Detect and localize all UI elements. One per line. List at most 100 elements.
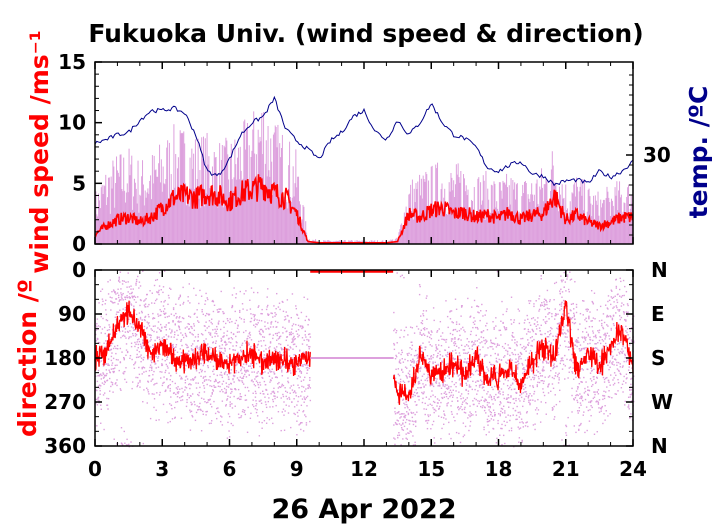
direction-sample	[268, 347, 270, 349]
direction-sample	[506, 397, 508, 399]
direction-sample	[473, 352, 476, 354]
direction-sample	[269, 345, 271, 348]
direction-sample	[616, 343, 619, 345]
direction-sample	[549, 299, 551, 301]
direction-sample	[417, 387, 419, 389]
direction-sample	[629, 393, 632, 396]
direction-sample	[223, 326, 225, 329]
direction-sample	[119, 347, 122, 350]
direction-sample	[411, 327, 414, 329]
direction-sample	[399, 359, 401, 361]
direction-sample	[96, 326, 98, 328]
direction-sample	[231, 306, 234, 308]
direction-sample	[601, 406, 603, 409]
direction-sample	[148, 325, 151, 327]
direction-sample	[621, 348, 623, 350]
direction-sample	[194, 312, 196, 315]
direction-sample	[541, 379, 544, 382]
direction-sample	[545, 413, 547, 415]
direction-sample	[618, 352, 621, 355]
temp-axis-label: temp. /ºC	[684, 86, 713, 219]
direction-sample	[259, 392, 262, 395]
direction-sample	[199, 386, 201, 389]
direction-sample	[575, 390, 578, 392]
direction-sample	[491, 371, 494, 373]
direction-sample	[457, 400, 459, 402]
direction-sample	[171, 329, 173, 331]
direction-sample	[516, 405, 518, 408]
direction-sample	[250, 345, 252, 348]
direction-sample	[156, 337, 159, 339]
direction-sample	[590, 385, 593, 388]
direction-sample	[193, 313, 196, 315]
direction-sample	[422, 383, 424, 385]
direction-sample	[528, 394, 530, 397]
direction-sample	[551, 328, 553, 330]
direction-sample	[437, 344, 440, 346]
direction-sample	[570, 303, 573, 306]
direction-sample	[423, 334, 426, 336]
direction-sample	[551, 383, 554, 385]
direction-sample	[260, 328, 263, 331]
direction-sample	[272, 316, 274, 318]
direction-sample	[265, 328, 267, 330]
direction-sample	[267, 354, 270, 357]
direction-sample	[471, 348, 473, 350]
direction-sample	[538, 298, 540, 300]
direction-sample	[297, 384, 299, 386]
direction-sample	[148, 393, 150, 395]
direction-sample	[460, 344, 463, 347]
direction-sample	[430, 330, 433, 332]
direction-sample	[193, 366, 195, 369]
direction-sample	[106, 329, 109, 332]
direction-sample	[199, 368, 202, 371]
direction-sample	[239, 346, 241, 349]
direction-sample	[431, 423, 434, 426]
direction-sample	[240, 415, 243, 417]
direction-sample	[254, 396, 257, 398]
direction-sample	[530, 367, 532, 369]
direction-sample	[500, 410, 502, 413]
direction-sample	[495, 357, 498, 360]
direction-sample	[548, 340, 550, 343]
direction-sample	[226, 437, 229, 439]
direction-sample	[270, 370, 273, 373]
direction-sample	[287, 377, 289, 379]
direction-sample	[120, 442, 123, 444]
direction-sample	[629, 344, 631, 346]
direction-sample	[413, 420, 415, 423]
direction-sample	[627, 338, 629, 341]
direction-sample	[129, 296, 132, 299]
direction-sample	[181, 387, 183, 390]
direction-sample	[202, 410, 204, 413]
direction-sample	[611, 357, 614, 359]
direction-sample	[455, 431, 458, 434]
direction-sample	[512, 378, 514, 380]
direction-sample	[223, 341, 226, 343]
direction-sample	[500, 359, 503, 361]
direction-sample	[495, 337, 497, 339]
direction-sample	[553, 418, 555, 420]
direction-sample	[303, 339, 305, 341]
direction-sample	[504, 328, 507, 331]
direction-sample	[573, 348, 575, 350]
direction-sample	[288, 405, 290, 407]
direction-sample	[453, 344, 456, 347]
direction-sample	[559, 344, 561, 347]
direction-sample	[507, 394, 509, 396]
direction-sample	[144, 306, 147, 308]
direction-sample	[272, 334, 275, 336]
direction-sample	[491, 415, 494, 417]
direction-sample	[269, 370, 271, 372]
direction-sample	[117, 311, 120, 313]
direction-sample	[233, 287, 235, 289]
direction-sample	[586, 310, 588, 312]
direction-sample	[478, 353, 480, 356]
direction-sample	[97, 399, 99, 401]
direction-sample	[483, 426, 485, 429]
direction-sample	[439, 385, 441, 387]
direction-sample	[226, 317, 229, 320]
direction-sample	[100, 408, 102, 410]
direction-sample	[187, 346, 189, 348]
